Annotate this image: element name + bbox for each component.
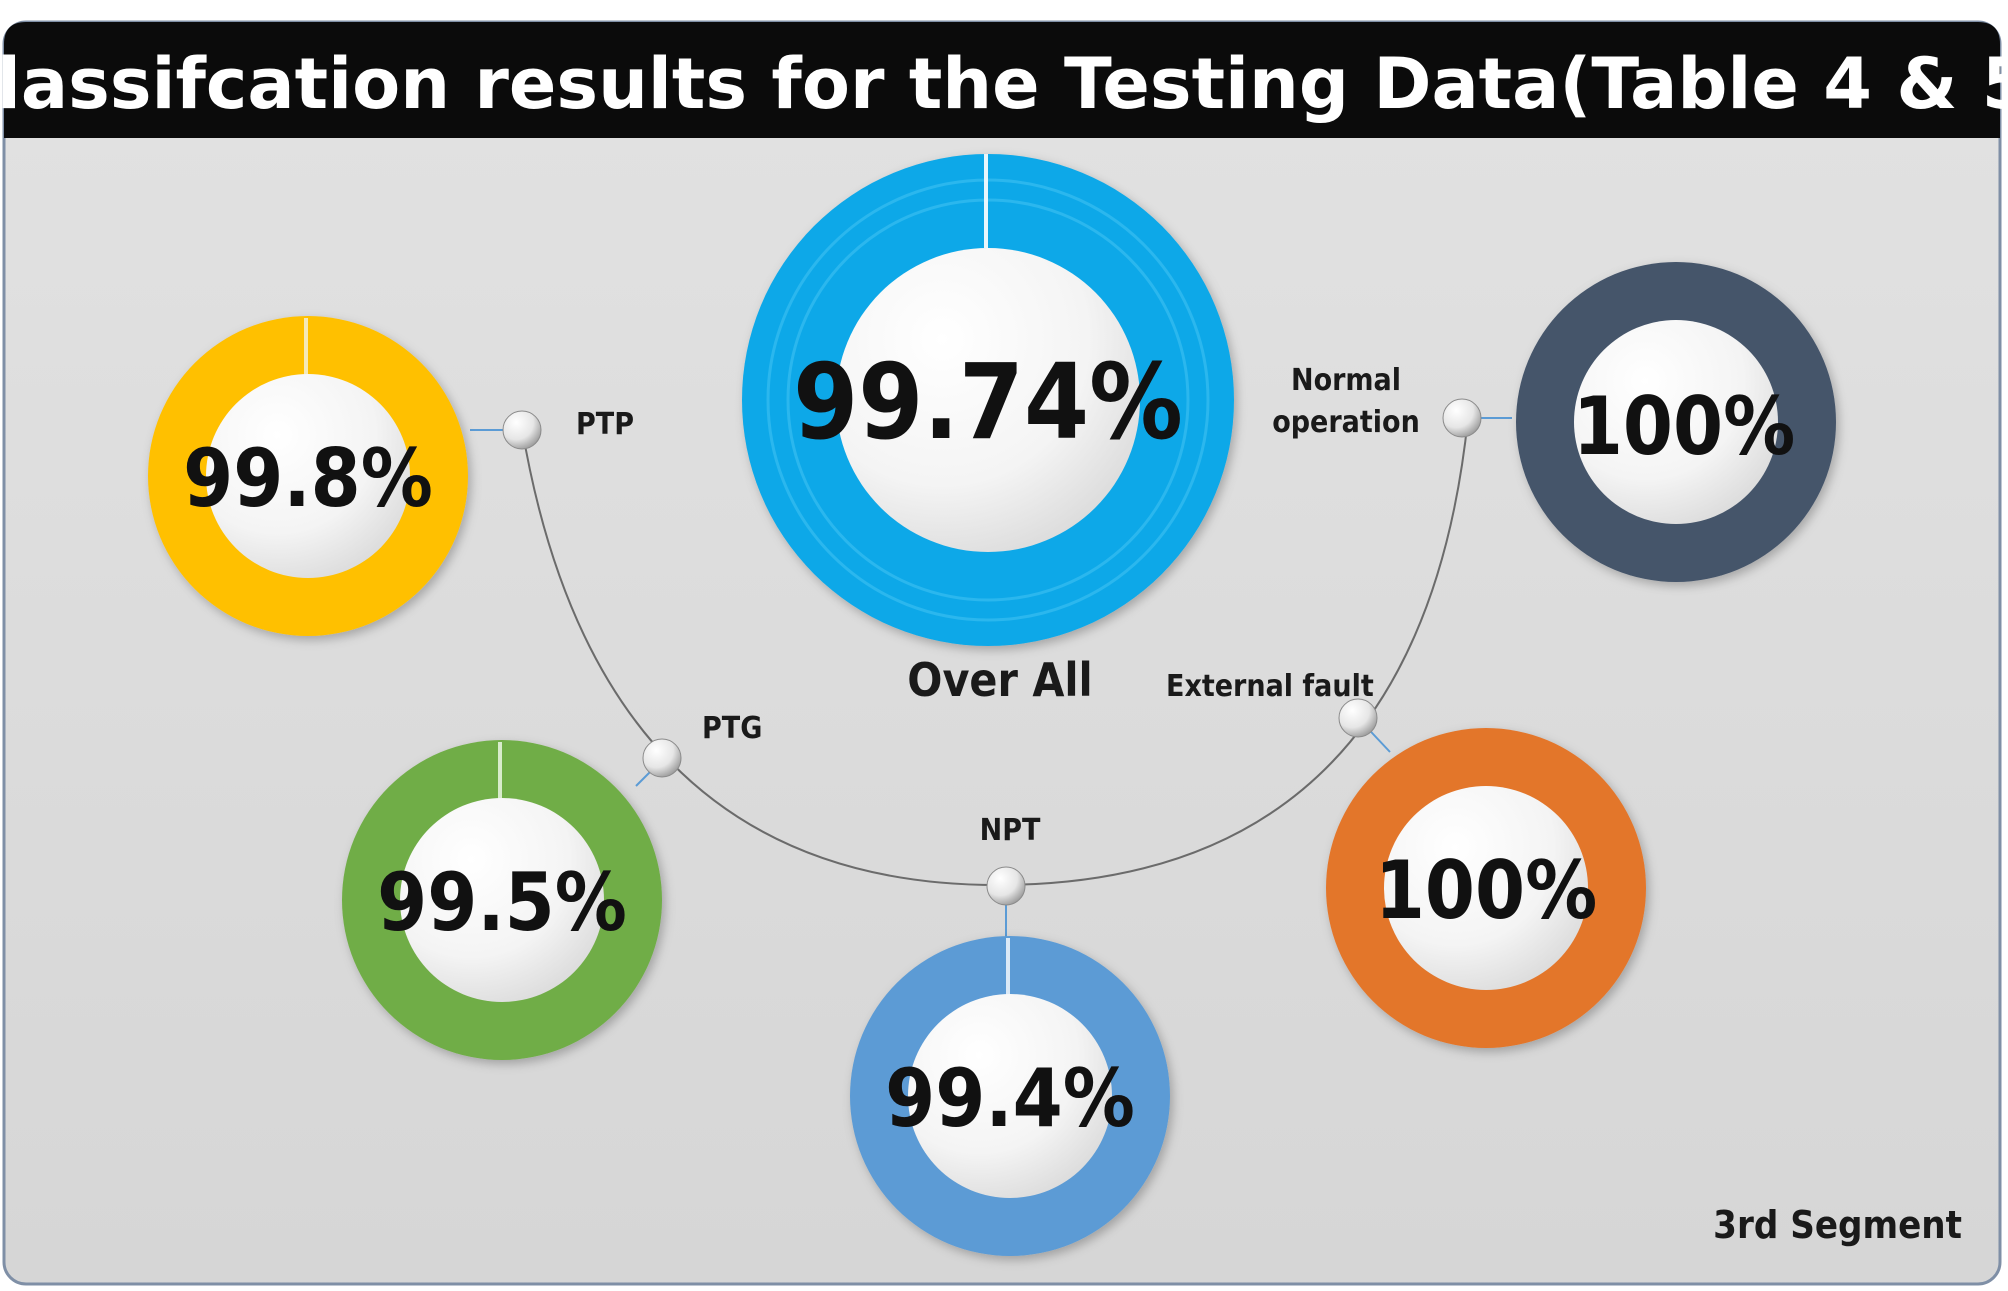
external-knob (1338, 698, 1378, 738)
donut-ptp: 99.8% (148, 316, 468, 636)
npt-category-label: NPT (980, 813, 1041, 848)
normal-value-label: 100% (1573, 380, 1795, 473)
ptp-value-label: 99.8% (183, 432, 433, 525)
donut-normal: 100% (1516, 262, 1836, 582)
ptg-value-label: 99.5% (377, 856, 627, 949)
external-value-label: 100% (1375, 844, 1597, 937)
ptg-center (400, 798, 604, 1002)
ptp-center (206, 374, 410, 578)
title-bar (4, 22, 2000, 138)
overall-value-label: 99.74% (793, 341, 1183, 463)
ptg-category-label: PTG (702, 711, 762, 746)
overall-donut: 99.74% (742, 154, 1234, 646)
ptg-knob (642, 738, 682, 778)
donut-external: 100% (1326, 728, 1646, 1048)
normal-knob (1442, 398, 1482, 438)
external-category-label: External fault (1166, 669, 1374, 704)
external-center (1384, 786, 1588, 990)
npt-knob (986, 866, 1026, 906)
ptp-category-label: PTP (576, 407, 634, 442)
ptp-knob (502, 410, 542, 450)
normal-center (1574, 320, 1778, 524)
npt-center (908, 994, 1112, 1198)
donut-ptg: 99.5% (342, 740, 662, 1060)
normal-category-label: Normal operation (1272, 363, 1420, 440)
footer-segment-label: 3rd Segment (1713, 1203, 1962, 1247)
npt-value-label: 99.4% (885, 1052, 1135, 1145)
donut-npt: 99.4% (850, 936, 1170, 1256)
page-title: Classifcation results for the Testing Da… (0, 43, 2008, 125)
overall-name-label: Over All (907, 653, 1092, 707)
overall-center (836, 248, 1140, 552)
